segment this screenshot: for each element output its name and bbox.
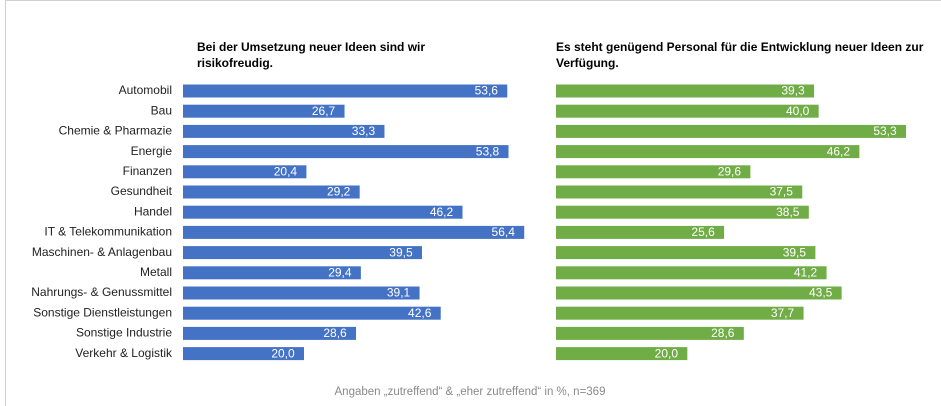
category-label: Sonstige Industrie [76,326,172,340]
bar [183,225,525,239]
value-label: 40,0 [786,104,810,118]
category-label: Chemie & Pharmazie [59,124,173,138]
frame [5,0,941,406]
bar [556,84,815,98]
value-label: 20,0 [655,346,679,360]
category-label: Sonstige Dienstleistungen [33,305,172,319]
category-label: Maschinen- & Anlagenbau [32,245,172,259]
bar [183,246,422,260]
value-label: 25,6 [691,225,715,239]
bar [183,286,420,300]
value-label: 38,5 [776,205,800,219]
value-label: 29,2 [327,185,351,199]
value-label: 28,6 [323,326,347,340]
chart-title: Es steht genügend Personal für die Entwi… [556,40,924,70]
value-label: 42,6 [408,306,432,320]
bar [556,185,803,199]
value-label: 28,6 [711,326,735,340]
value-label: 41,2 [794,265,818,279]
category-label: Finanzen [123,164,172,178]
bar [556,104,819,118]
value-label: 33,3 [352,124,376,138]
category-label: Handel [134,204,172,218]
bar [556,326,744,340]
value-label: 37,5 [770,185,794,199]
bar [556,286,842,300]
bar [556,347,688,361]
bar [183,84,508,98]
value-label: 46,2 [827,144,851,158]
bar [556,306,804,320]
category-label: Energie [131,144,173,158]
value-label: 37,7 [771,306,795,320]
bar [183,266,361,280]
bar [556,145,860,159]
bar [556,205,809,219]
value-label: 53,8 [476,144,500,158]
value-label: 29,4 [328,265,352,279]
category-label: Metall [140,265,172,279]
value-label: 46,2 [430,205,454,219]
bar [556,225,725,239]
value-label: 20,0 [271,346,295,360]
value-label: 20,4 [274,164,298,178]
value-label: 39,5 [389,245,413,259]
bar [556,266,827,280]
bar [183,347,304,361]
value-label: 39,5 [783,245,807,259]
bar [183,205,463,219]
bar [556,246,816,260]
category-label: Bau [151,103,172,117]
footnote: Angaben „zutreffend“ & „eher zutreffend“… [335,386,606,398]
bar [556,124,907,138]
value-label: 43,5 [809,286,833,300]
category-label: Verkehr & Logistik [75,346,173,360]
bar [183,124,385,138]
value-label: 53,3 [873,124,897,138]
bar [183,165,307,179]
category-label: IT & Telekommunikation [44,225,172,239]
bar [183,326,357,340]
value-label: 39,3 [781,84,805,98]
value-label: 53,6 [475,84,499,98]
bar [183,306,441,320]
bar [556,165,751,179]
value-label: 29,6 [718,164,742,178]
category-label: Gesundheit [111,184,173,198]
bar [183,185,360,199]
bar [183,104,345,118]
value-label: 39,1 [387,286,411,300]
category-label: Nahrungs- & Genussmittel [31,285,172,299]
chart-title: Bei der Umsetzung neuer Ideen sind wir r… [197,40,426,70]
bar [183,145,509,159]
value-label: 56,4 [492,225,516,239]
category-label: Automobil [119,83,172,97]
value-label: 26,7 [312,104,336,118]
